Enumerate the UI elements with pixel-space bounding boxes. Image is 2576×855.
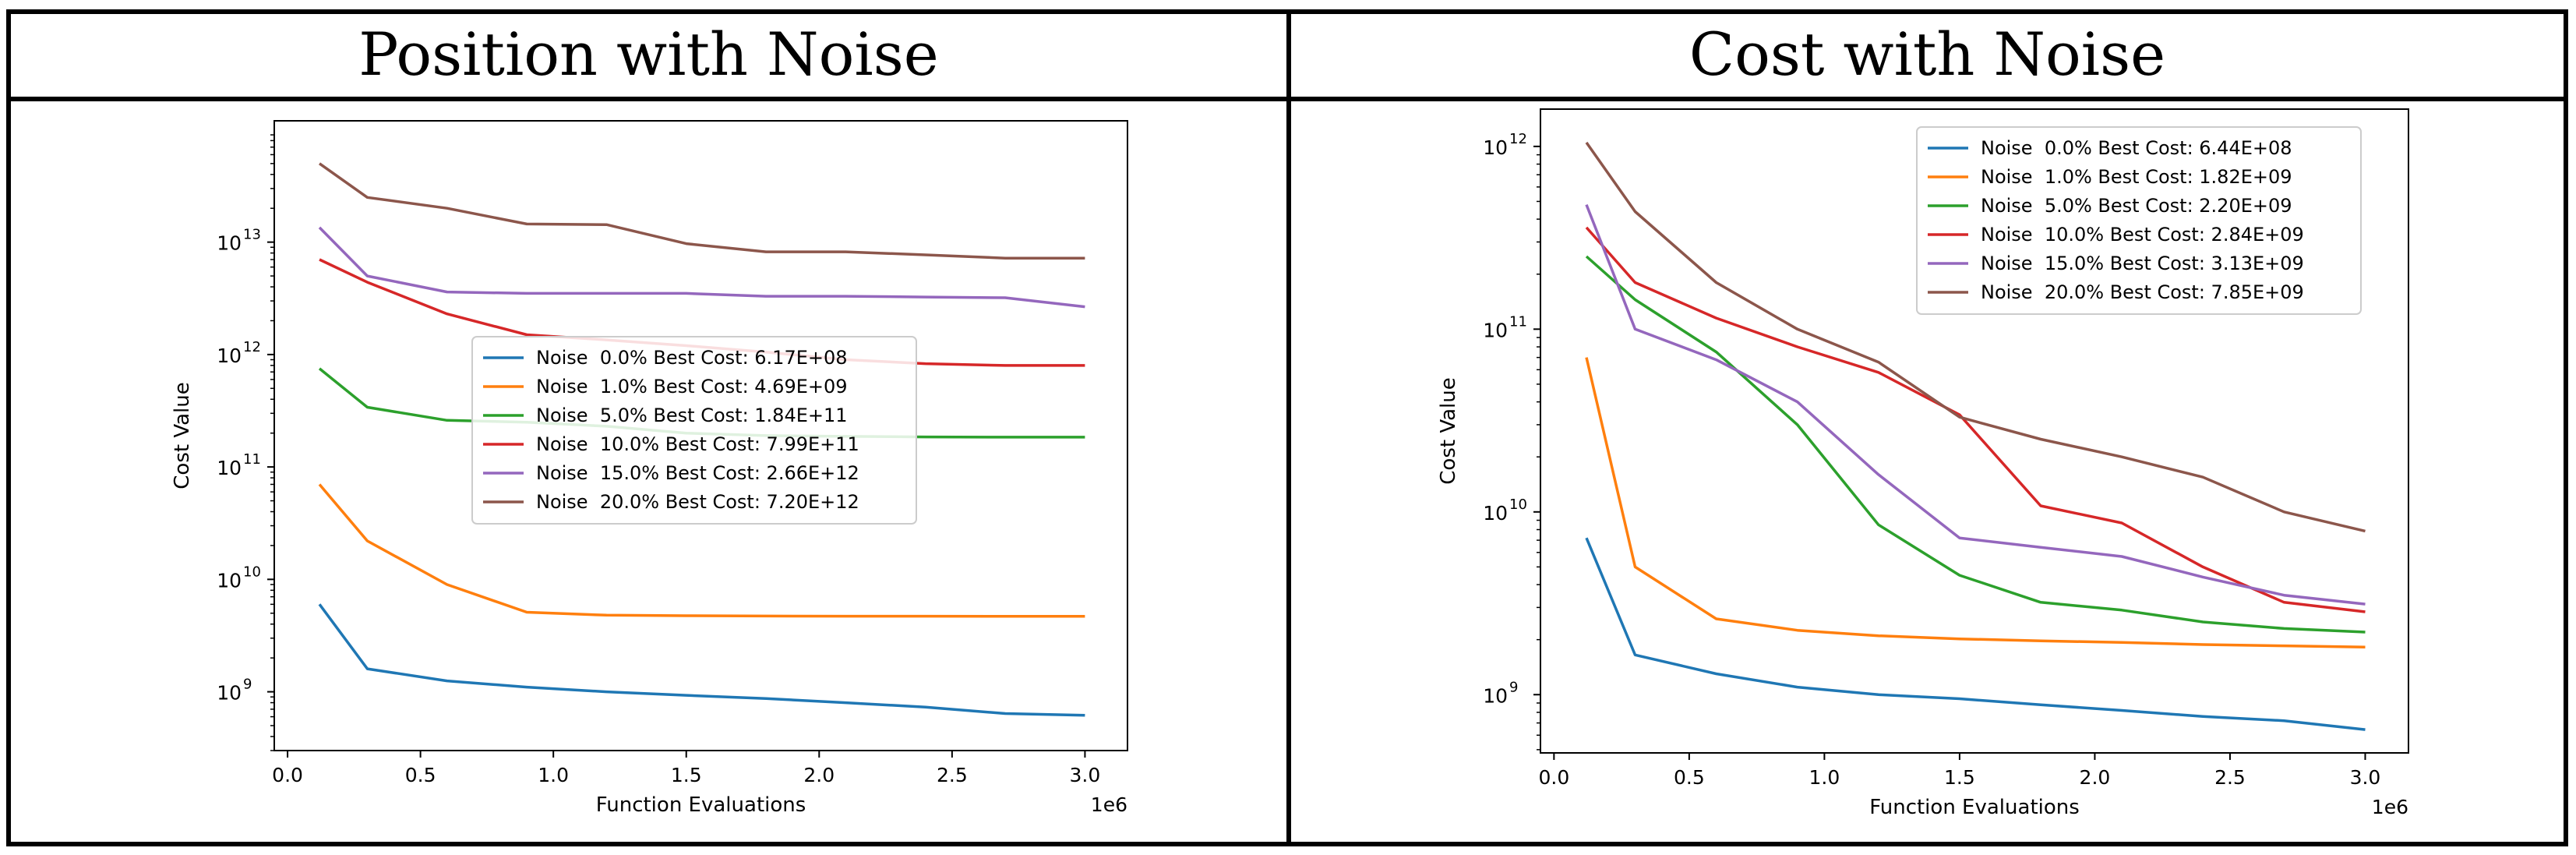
- y-tick-label: 10: [1483, 502, 1508, 525]
- series-line-4: [318, 226, 1085, 309]
- series-line-2: [1585, 255, 2366, 634]
- x-tick-label: 2.5: [937, 764, 968, 786]
- y-tick-label: 10: [1483, 684, 1508, 707]
- series-line-4: [1585, 203, 2366, 606]
- legend-label-0: Noise 0.0% Best Cost: 6.17E+08: [536, 347, 848, 369]
- legend-label-2: Noise 5.0% Best Cost: 1.84E+11: [536, 405, 848, 426]
- y-tick-exponent: 13: [243, 227, 261, 243]
- y-tick-label: 10: [1483, 136, 1508, 159]
- legend-label-5: Noise 20.0% Best Cost: 7.85E+09: [1981, 281, 2304, 303]
- legend-box: [1916, 126, 2362, 315]
- x-tick-label: 2.0: [803, 764, 835, 786]
- legend-label-2: Noise 5.0% Best Cost: 2.20E+09: [1981, 195, 2292, 217]
- series-line-1: [318, 483, 1085, 618]
- y-tick-exponent: 9: [243, 677, 252, 693]
- series-line-0: [318, 603, 1085, 717]
- series-line-5: [318, 162, 1085, 260]
- legend-label-0: Noise 0.0% Best Cost: 6.44E+08: [1981, 137, 2292, 159]
- x-offset-label: 1e6: [2372, 796, 2408, 818]
- y-axis-label: Cost Value: [1437, 377, 1460, 484]
- x-axis-label: Function Evaluations: [596, 793, 806, 817]
- y-tick-label: 10: [217, 569, 242, 592]
- y-tick-exponent: 10: [1509, 496, 1527, 513]
- legend-label-4: Noise 15.0% Best Cost: 3.13E+09: [1981, 253, 2304, 274]
- right-panel-title: Cost with Noise: [1689, 19, 2166, 89]
- y-tick-label: 10: [217, 457, 242, 479]
- x-offset-label: 1e6: [1091, 793, 1127, 816]
- y-tick-exponent: 9: [1509, 679, 1518, 695]
- x-tick-label: 1.5: [671, 764, 702, 786]
- y-tick-label: 10: [1483, 319, 1508, 341]
- x-tick-label: 2.0: [2080, 766, 2111, 789]
- y-tick-exponent: 10: [243, 564, 261, 580]
- series-line-5: [1585, 141, 2366, 533]
- axes-frame: [273, 120, 1128, 751]
- x-tick-label: 1.5: [1944, 766, 1975, 789]
- series-line-1: [1585, 357, 2366, 649]
- legend-label-3: Noise 10.0% Best Cost: 7.99E+11: [536, 433, 859, 455]
- x-tick-label: 0.5: [405, 764, 436, 786]
- y-tick-exponent: 11: [1509, 313, 1527, 330]
- legend-box: [471, 336, 917, 525]
- series-line-0: [1585, 537, 2366, 731]
- legend-label-1: Noise 1.0% Best Cost: 1.82E+09: [1981, 166, 2292, 188]
- axes-frame: [1540, 108, 2409, 754]
- x-tick-label: 3.0: [1070, 764, 1101, 786]
- left-panel-title: Position with Noise: [358, 19, 939, 89]
- x-tick-label: 2.5: [2214, 766, 2246, 789]
- y-tick-label: 10: [217, 344, 242, 367]
- y-tick-label: 10: [217, 682, 242, 705]
- x-tick-label: 0.5: [1674, 766, 1705, 789]
- legend-label-5: Noise 20.0% Best Cost: 7.20E+12: [536, 491, 859, 513]
- y-tick-exponent: 12: [1509, 131, 1527, 147]
- x-tick-label: 1.0: [538, 764, 569, 786]
- panel-divider: [1286, 9, 1291, 846]
- series-line-3: [1585, 226, 2366, 613]
- legend-label-1: Noise 1.0% Best Cost: 4.69E+09: [536, 376, 848, 397]
- x-tick-label: 3.0: [2350, 766, 2381, 789]
- legend-label-3: Noise 10.0% Best Cost: 2.84E+09: [1981, 224, 2304, 246]
- x-tick-label: 0.0: [1538, 766, 1569, 789]
- y-axis-label: Cost Value: [171, 382, 194, 489]
- y-tick-exponent: 12: [243, 339, 261, 355]
- legend-label-4: Noise 15.0% Best Cost: 2.66E+12: [536, 462, 859, 484]
- x-axis-label: Function Evaluations: [1869, 796, 2080, 819]
- y-tick-label: 10: [217, 232, 242, 255]
- x-tick-label: 0.0: [272, 764, 303, 786]
- y-tick-exponent: 11: [243, 451, 261, 468]
- x-tick-label: 1.0: [1809, 766, 1840, 789]
